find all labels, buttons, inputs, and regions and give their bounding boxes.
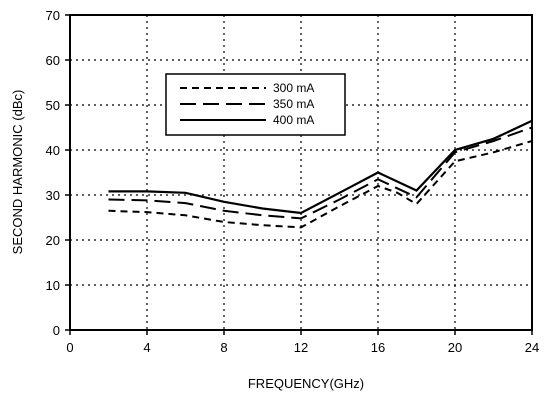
series-line-400-ma: [108, 119, 533, 215]
y-tick-label: 0: [53, 323, 60, 338]
x-tick-label: 8: [220, 340, 227, 355]
y-axis-title: SECOND HARMONIC (dBc): [10, 90, 25, 255]
x-axis-title: FREQUENCY(GHz): [248, 376, 364, 391]
x-tick-label: 20: [448, 340, 462, 355]
x-tick-label: 4: [143, 340, 150, 355]
legend-label: 300 mA: [273, 81, 314, 95]
grid: [70, 15, 532, 330]
legend-label: 400 mA: [273, 113, 314, 127]
series-layer: [108, 119, 533, 229]
y-tick-label: 20: [46, 233, 60, 248]
x-tick-label: 0: [66, 340, 73, 355]
axis-ticks: 0 4 8 12 16 20 24 0 10 20 30 40 50 60 70: [46, 8, 540, 355]
y-tick-label: 10: [46, 278, 60, 293]
y-tick-label: 60: [46, 53, 60, 68]
series-line-350-ma: [108, 126, 533, 220]
x-tick-label: 12: [294, 340, 308, 355]
x-tick-label: 16: [371, 340, 385, 355]
y-tick-label: 50: [46, 98, 60, 113]
y-tick-label: 70: [46, 8, 60, 23]
legend-label: 350 mA: [273, 97, 314, 111]
legend: 300 mA 350 mA 400 mA: [165, 73, 346, 136]
y-tick-label: 40: [46, 143, 60, 158]
x-tick-label: 24: [525, 340, 539, 355]
y-tick-label: 30: [46, 188, 60, 203]
series-line-300-ma: [108, 140, 533, 229]
